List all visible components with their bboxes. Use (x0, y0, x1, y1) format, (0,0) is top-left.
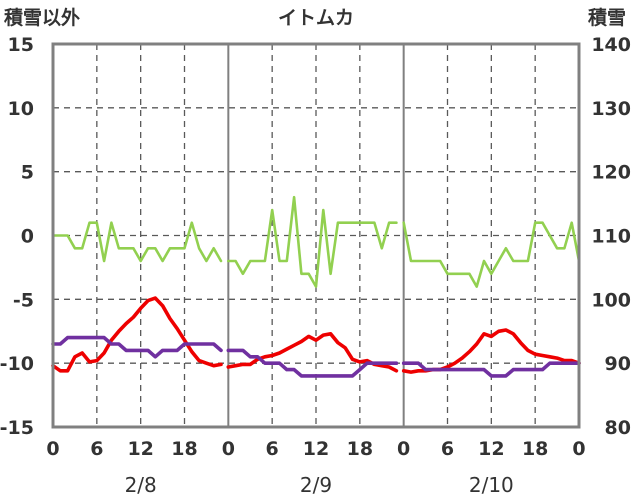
green-series-line (51, 221, 223, 263)
right-tick-label: 90 (605, 353, 631, 375)
hour-tick-label: 0 (222, 438, 235, 460)
hour-tick-label: 12 (127, 438, 153, 460)
red-series-line (51, 296, 223, 373)
right-tick-label: 140 (591, 34, 631, 56)
right-tick-label: 120 (591, 162, 631, 184)
left-tick-label: 0 (21, 226, 34, 248)
left-tick-label: -15 (0, 417, 34, 439)
plot-frame (51, 42, 581, 429)
right-tick-label: 130 (591, 98, 631, 120)
right-tick-label: 110 (591, 226, 631, 248)
date-label: 2/8 (125, 473, 157, 497)
chart-title: イトムカ (278, 7, 354, 29)
hour-tick-label: 18 (347, 438, 373, 460)
right-tick-label: 80 (605, 417, 631, 439)
series-lines (51, 195, 581, 378)
right-tick-label: 100 (591, 289, 631, 311)
purple-series-line (51, 335, 223, 359)
hour-tick-label: 0 (397, 438, 410, 460)
hour-tick-label: 6 (90, 438, 103, 460)
purple-series-line (226, 348, 399, 378)
right-axis-label: 積雪 (588, 6, 626, 29)
hour-tick-labels: 0 6 12 18 0 6 12 18 0 6 12 18 0 (46, 438, 585, 460)
gridlines (53, 44, 579, 427)
hour-tick-label: 0 (572, 438, 585, 460)
hour-tick-label: 12 (303, 438, 329, 460)
date-labels: 2/8 2/9 2/10 (125, 473, 514, 497)
left-tick-label: 15 (8, 34, 34, 56)
date-label: 2/9 (300, 473, 332, 497)
left-tick-label: -5 (13, 289, 34, 311)
date-label: 2/10 (469, 473, 514, 497)
hour-tick-label: 18 (522, 438, 548, 460)
hour-tick-label: 12 (478, 438, 504, 460)
left-tick-label: 5 (21, 162, 34, 184)
right-tick-labels: 140 130 120 110 100 90 80 (591, 34, 631, 439)
left-tick-label: -10 (0, 353, 34, 375)
left-axis-label: 積雪以外 (4, 6, 80, 29)
green-series-line (402, 221, 581, 288)
left-tick-labels: 15 10 5 0 -5 -10 -15 (0, 34, 34, 439)
hour-tick-label: 18 (171, 438, 197, 460)
green-series-line (227, 195, 398, 288)
purple-series-line (401, 361, 581, 378)
hour-tick-label: 0 (46, 438, 59, 460)
hour-tick-label: 6 (266, 438, 279, 460)
left-tick-label: 10 (8, 98, 34, 120)
red-series-line (226, 331, 399, 373)
hour-tick-label: 6 (441, 438, 454, 460)
